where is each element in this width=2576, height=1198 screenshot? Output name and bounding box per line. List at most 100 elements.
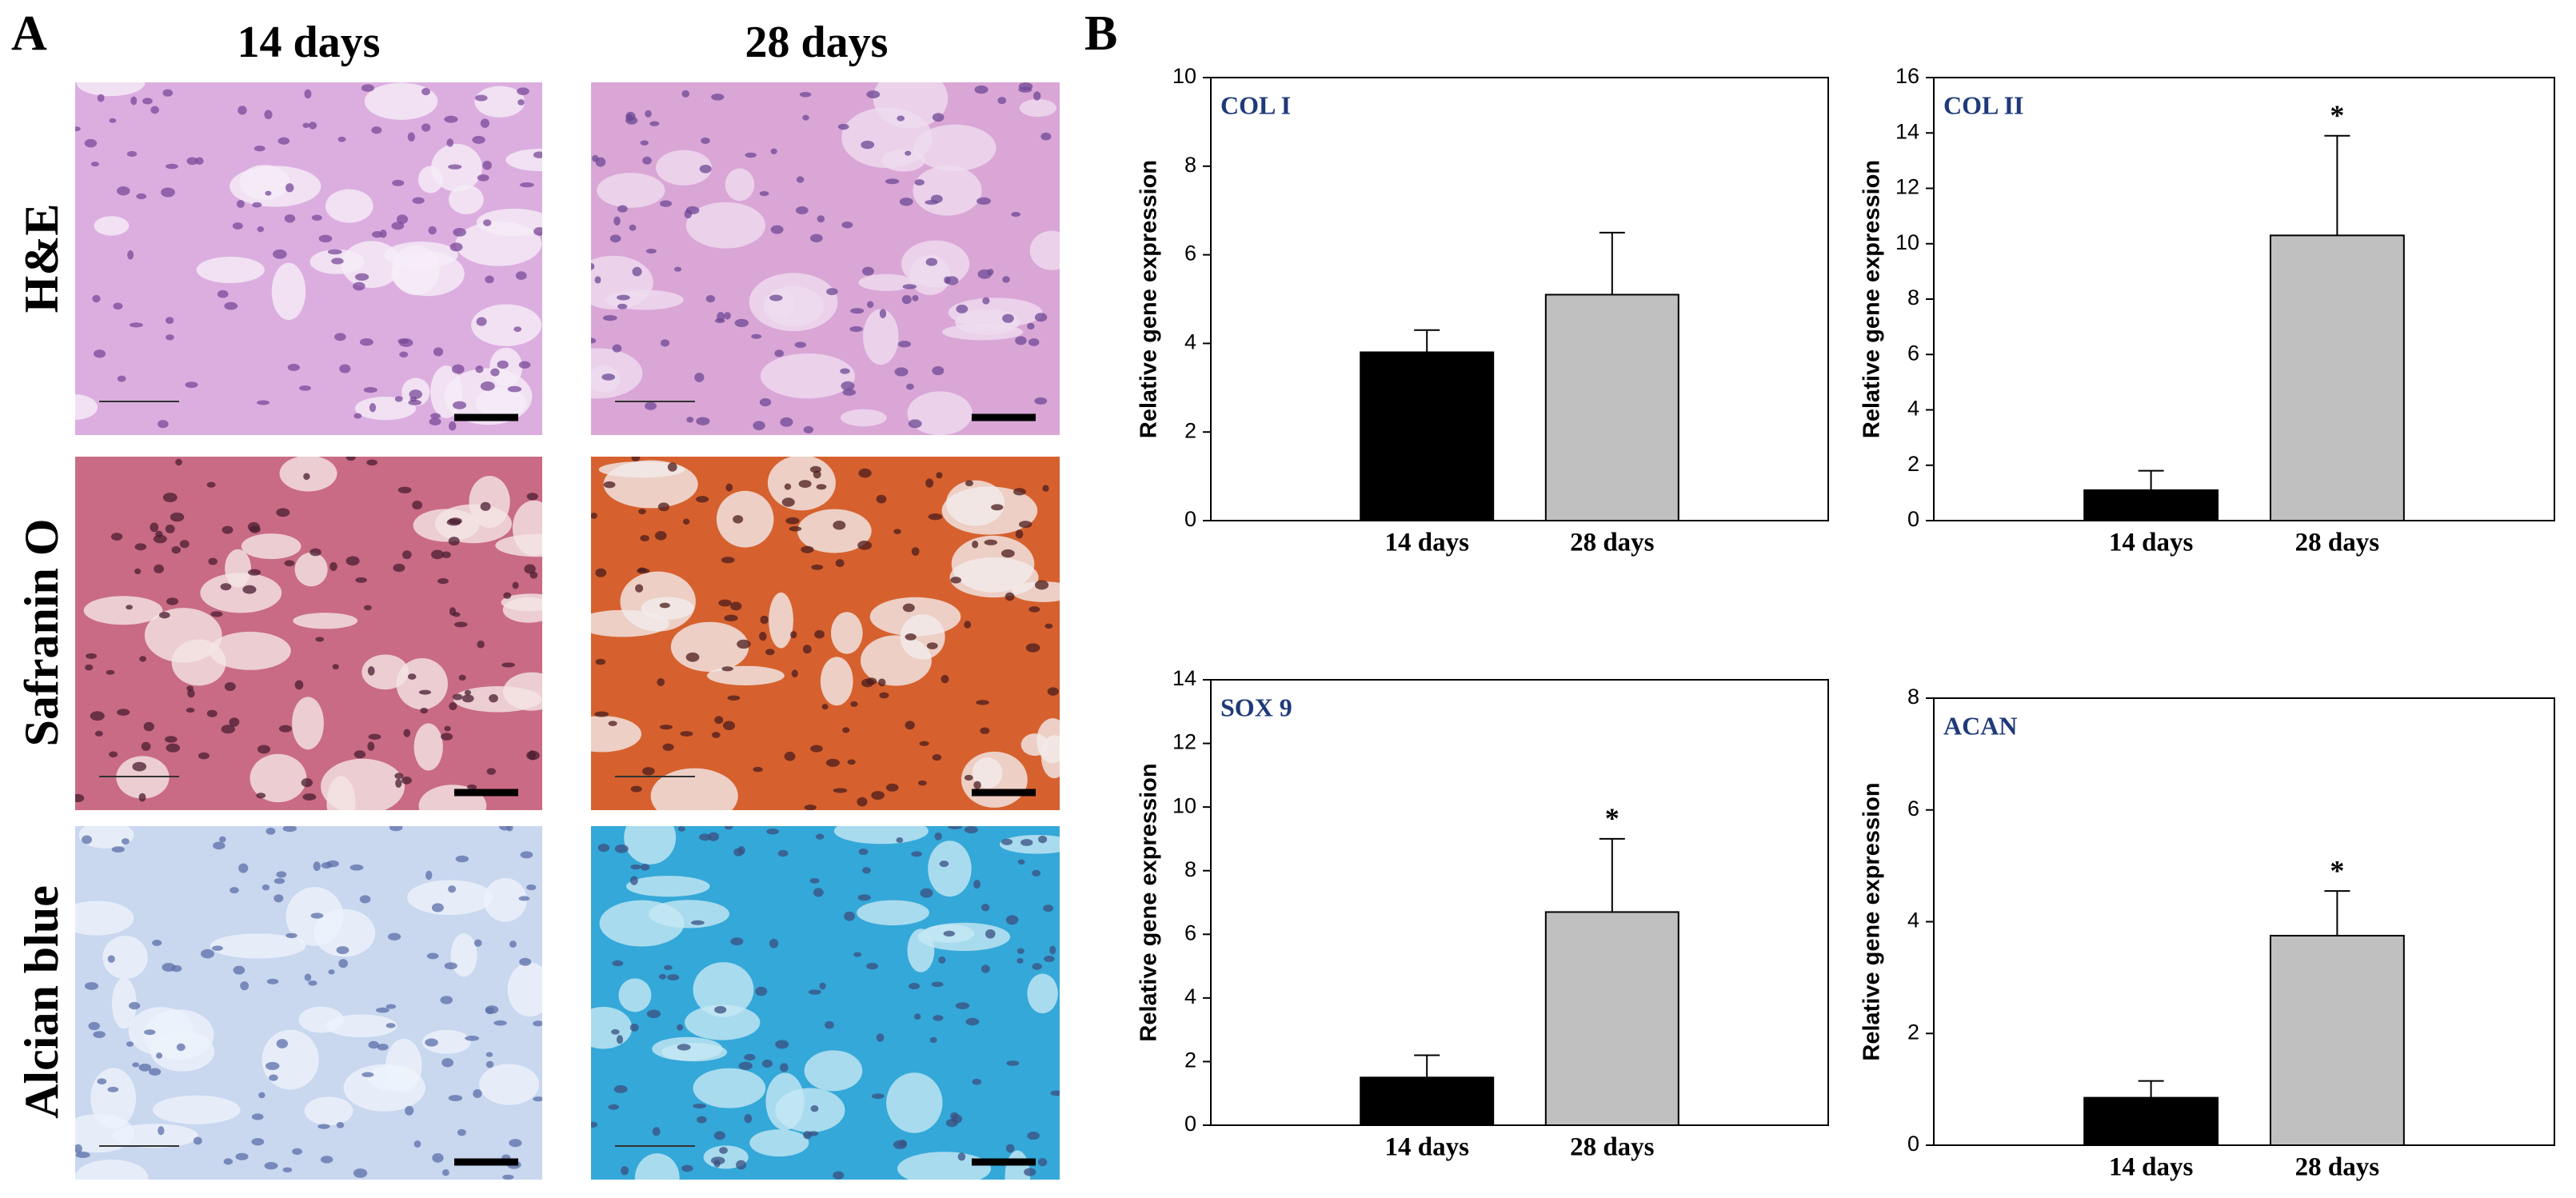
nucleus	[871, 791, 885, 801]
nucleus	[1005, 915, 1019, 925]
nucleus	[685, 652, 700, 662]
nucleus	[162, 962, 176, 972]
nucleus	[850, 308, 865, 314]
nucleus	[693, 1103, 707, 1109]
nucleus	[613, 216, 621, 226]
y-tick-label: 10	[1895, 230, 1919, 254]
y-tick-label: 2	[1184, 418, 1196, 442]
nucleus	[126, 150, 138, 158]
image-texture	[75, 826, 542, 1180]
nucleus	[152, 940, 162, 946]
nucleus	[117, 375, 126, 382]
nucleus	[691, 920, 705, 925]
nucleus	[502, 1174, 514, 1180]
nucleus	[517, 99, 525, 106]
nucleus	[833, 1171, 845, 1180]
nucleus	[876, 1033, 885, 1042]
nucleus	[699, 833, 712, 841]
lacuna	[863, 309, 899, 365]
row-label: H&E	[15, 204, 68, 313]
y-tick-label: 8	[1184, 857, 1196, 881]
nucleus	[367, 666, 375, 676]
nucleus	[518, 896, 530, 901]
bar	[2083, 1096, 2219, 1146]
nucleus	[509, 1139, 522, 1148]
nucleus	[1044, 956, 1055, 963]
nucleus	[385, 1004, 397, 1009]
lacuna	[1027, 973, 1058, 1014]
lacuna	[693, 1068, 766, 1108]
nucleus	[677, 826, 685, 832]
nucleus	[109, 751, 118, 758]
lacuna	[326, 776, 356, 810]
nucleus	[332, 664, 339, 670]
nucleus	[714, 1005, 727, 1014]
lacuna	[314, 908, 376, 957]
bar	[2269, 234, 2405, 521]
nucleus	[524, 564, 536, 574]
lacuna	[444, 368, 533, 425]
nucleus	[116, 186, 130, 196]
chart-title: SOX 9	[1220, 693, 1292, 721]
nucleus	[257, 226, 265, 233]
nucleus	[925, 478, 934, 488]
nucleus	[329, 561, 337, 571]
nucleus	[813, 888, 824, 897]
nucleus	[905, 633, 917, 641]
lacuna	[471, 304, 542, 346]
lacuna	[833, 826, 929, 845]
nucleus	[713, 1160, 721, 1168]
nucleus	[412, 500, 423, 510]
nucleus	[591, 337, 597, 344]
nucleus	[803, 425, 814, 434]
nucleus	[1006, 1060, 1020, 1066]
y-tick-label: 4	[1907, 908, 1919, 932]
lacuna	[861, 635, 932, 686]
column-header: 28 days	[745, 18, 889, 67]
nucleus	[614, 845, 629, 853]
nucleus	[454, 621, 468, 628]
nucleus	[361, 1072, 374, 1077]
lacuna	[760, 353, 856, 399]
nucleus	[206, 481, 216, 488]
nucleus	[446, 518, 461, 526]
nucleus	[799, 91, 812, 98]
nucleus	[1002, 313, 1014, 323]
nucleus	[432, 1153, 444, 1163]
nucleus	[842, 727, 850, 733]
nucleus	[613, 1085, 628, 1093]
nucleus	[448, 421, 457, 431]
column-header: 14 days	[238, 18, 381, 67]
nucleus	[254, 146, 266, 152]
nucleus	[389, 826, 403, 832]
nucleus	[247, 569, 262, 576]
nucleus	[354, 273, 369, 281]
nucleus	[885, 783, 899, 792]
nucleus	[449, 607, 457, 616]
nucleus	[591, 262, 595, 270]
nucleus	[811, 564, 824, 570]
nucleus	[919, 741, 929, 746]
nucleus	[696, 417, 710, 425]
lacuna	[624, 826, 677, 865]
nucleus	[353, 282, 365, 291]
nucleus	[906, 383, 914, 390]
nucleus	[75, 126, 81, 132]
y-tick-label: 8	[1907, 286, 1919, 309]
nucleus	[601, 373, 616, 381]
y-tick-label: 14	[1895, 119, 1919, 143]
nucleus	[217, 290, 229, 298]
nucleus	[945, 276, 959, 286]
nucleus	[977, 269, 992, 279]
nucleus	[844, 911, 855, 921]
nucleus	[790, 630, 797, 639]
lacuna	[641, 597, 694, 620]
lacuna	[102, 936, 148, 980]
nucleus	[483, 219, 492, 226]
nucleus	[153, 534, 167, 544]
nucleus	[899, 1140, 907, 1148]
nucleus	[657, 677, 665, 687]
nucleus	[425, 870, 433, 881]
nucleus	[82, 835, 92, 845]
nucleus	[397, 486, 412, 493]
